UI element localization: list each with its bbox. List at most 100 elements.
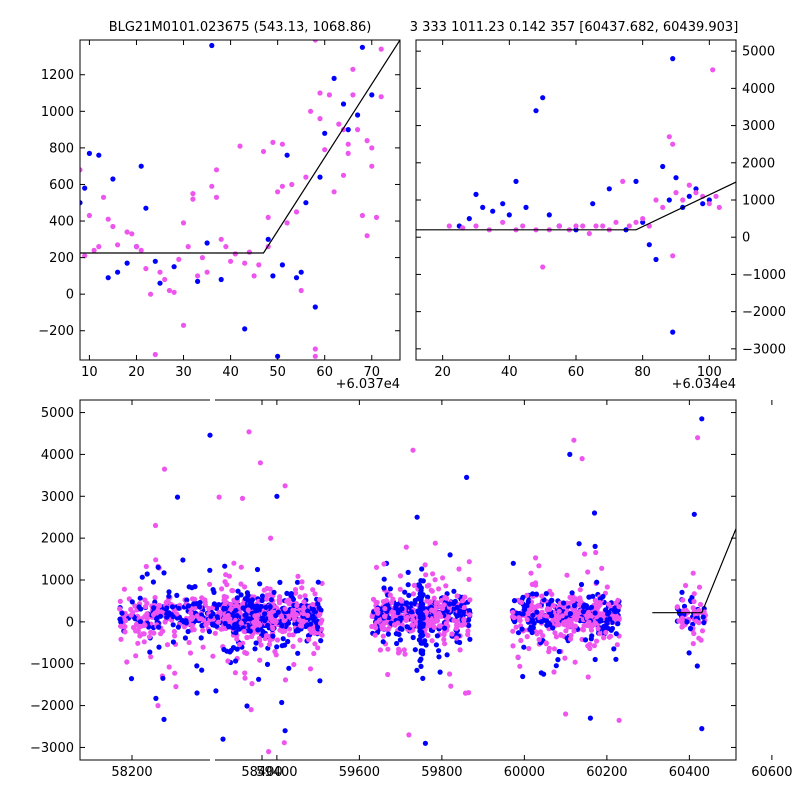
- panel-top-left-point: [298, 287, 304, 294]
- panel-bottom-point: [216, 494, 222, 500]
- panel-bottom-point: [132, 616, 138, 622]
- panel-bottom-point: [564, 620, 570, 626]
- panel-bottom-point: [698, 637, 704, 643]
- panel-top-right-point: [460, 225, 466, 231]
- panel-bottom-point: [536, 563, 542, 569]
- panel-bottom-point: [385, 631, 391, 637]
- panel-top-left-point: [378, 46, 384, 52]
- panel-top-left-point: [303, 174, 309, 180]
- panel-bottom-point: [613, 631, 619, 637]
- panel-top-left-point: [115, 242, 121, 248]
- panel-top-left-y-tick-label: 200: [49, 251, 74, 266]
- panel-bottom-point: [273, 612, 279, 619]
- panel-top-left-point: [176, 256, 182, 262]
- panel-bottom-point: [582, 551, 588, 557]
- panel-top-left-point: [312, 40, 318, 43]
- panel-bottom-y-tick-label: 3000: [41, 490, 74, 505]
- panel-bottom-point: [171, 628, 177, 635]
- panel-bottom-model-line: [652, 527, 736, 614]
- panel-bottom-point: [192, 605, 198, 611]
- panel-bottom-point: [152, 595, 158, 601]
- panel-bottom-point: [608, 633, 614, 639]
- panel-top-right-point: [520, 223, 526, 229]
- panel-bottom-point: [207, 567, 213, 573]
- panel-bottom-point: [422, 562, 428, 568]
- panel-top-left-y-tick-label: 400: [49, 215, 74, 230]
- panel-bottom-point: [541, 617, 547, 623]
- panel-bottom-point: [318, 607, 324, 613]
- panel-top-left-point: [195, 273, 201, 279]
- panel-bottom-point: [256, 676, 262, 682]
- panel-bottom-point: [429, 588, 435, 594]
- panel-bottom-point: [571, 628, 577, 634]
- panel-bottom-x-tick-label: 59400: [256, 765, 297, 780]
- panel-bottom-point: [571, 603, 578, 609]
- panel-bottom-point: [164, 605, 170, 611]
- panel-bottom-point: [235, 625, 241, 631]
- panel-top-left-point: [124, 260, 130, 266]
- panel-bottom-point: [172, 633, 178, 639]
- panel-top-right-point: [500, 201, 506, 207]
- panel-bottom-point: [254, 603, 260, 609]
- panel-bottom-point: [301, 599, 307, 605]
- panel-bottom-point: [687, 625, 694, 632]
- panel-bottom-point: [264, 632, 270, 639]
- panel-bottom-point: [208, 613, 214, 619]
- panel-bottom-point: [466, 608, 473, 614]
- panel-bottom-point: [443, 583, 449, 589]
- panel-bottom-point: [524, 617, 530, 623]
- panel-bottom-point: [164, 642, 171, 648]
- panel-top-left-y-tick-label: 1200: [41, 68, 74, 83]
- panel-bottom-point: [230, 588, 236, 594]
- panel-bottom-point: [191, 601, 197, 607]
- panel-top-left-point: [218, 276, 224, 283]
- panel-bottom-point: [430, 571, 436, 577]
- panel-bottom-point: [119, 610, 125, 616]
- panel-top-left-point: [204, 240, 210, 246]
- panel-top-left-point: [180, 220, 187, 226]
- panel-top-left-marks: [80, 40, 400, 359]
- panel-top-left-point: [162, 276, 168, 283]
- panel-top-left-point: [228, 258, 234, 264]
- panel-bottom-point: [151, 605, 157, 611]
- panel-bottom-point: [404, 600, 410, 606]
- panel-bottom-point: [527, 626, 533, 633]
- panel-bottom-point: [157, 609, 163, 616]
- panel-top-left-point: [80, 200, 83, 206]
- panel-bottom-point: [554, 613, 561, 619]
- panel-top-left-title: BLG21M0101.023675 (543.13, 1068.86): [109, 20, 372, 35]
- panel-bottom-point: [373, 625, 379, 631]
- panel-top-left-ticks: 10 20 30 40 50 60 70 −200 0 200 400 600 800 1000 1200: [38, 40, 400, 380]
- panel-bottom-point: [586, 619, 592, 625]
- panel-bottom-point: [204, 621, 210, 627]
- panel-bottom-point: [180, 557, 186, 563]
- panel-bottom-point: [174, 611, 180, 617]
- panel-top-left-points: [80, 40, 400, 359]
- panel-top-right-y-tick-label: −3000: [742, 342, 786, 357]
- panel-bottom-point: [515, 630, 522, 636]
- panel-bottom-point: [174, 592, 180, 599]
- panel-bottom-point: [516, 610, 522, 617]
- panel-bottom-point: [410, 447, 416, 453]
- panel-top-left-y-tick-label: 0: [66, 288, 74, 303]
- panel-bottom-point: [274, 493, 280, 499]
- panel-bottom-point: [425, 632, 431, 639]
- panel-bottom-point: [564, 572, 570, 578]
- panel-bottom-point: [370, 596, 377, 602]
- panel-top-left-point: [157, 280, 163, 286]
- panel-top-right-y-tick-label: 4000: [742, 82, 775, 97]
- panel-top-left-point: [298, 269, 304, 275]
- panel-bottom-point: [390, 609, 397, 615]
- panel-bottom-point: [590, 593, 596, 599]
- panel-bottom-point: [403, 544, 409, 550]
- panel-bottom-point: [559, 613, 566, 619]
- panel-bottom-point: [310, 613, 316, 619]
- panel-top-left-point: [115, 269, 121, 275]
- panel-top-right-point: [653, 197, 659, 203]
- panel-top-left-point: [124, 229, 130, 235]
- panel-bottom-point: [420, 613, 426, 620]
- panel-bottom-point: [277, 627, 283, 633]
- panel-top-right-point: [613, 219, 619, 225]
- panel-bottom-point: [536, 637, 542, 643]
- panel-top-right-x-tick-label: 60: [568, 365, 585, 380]
